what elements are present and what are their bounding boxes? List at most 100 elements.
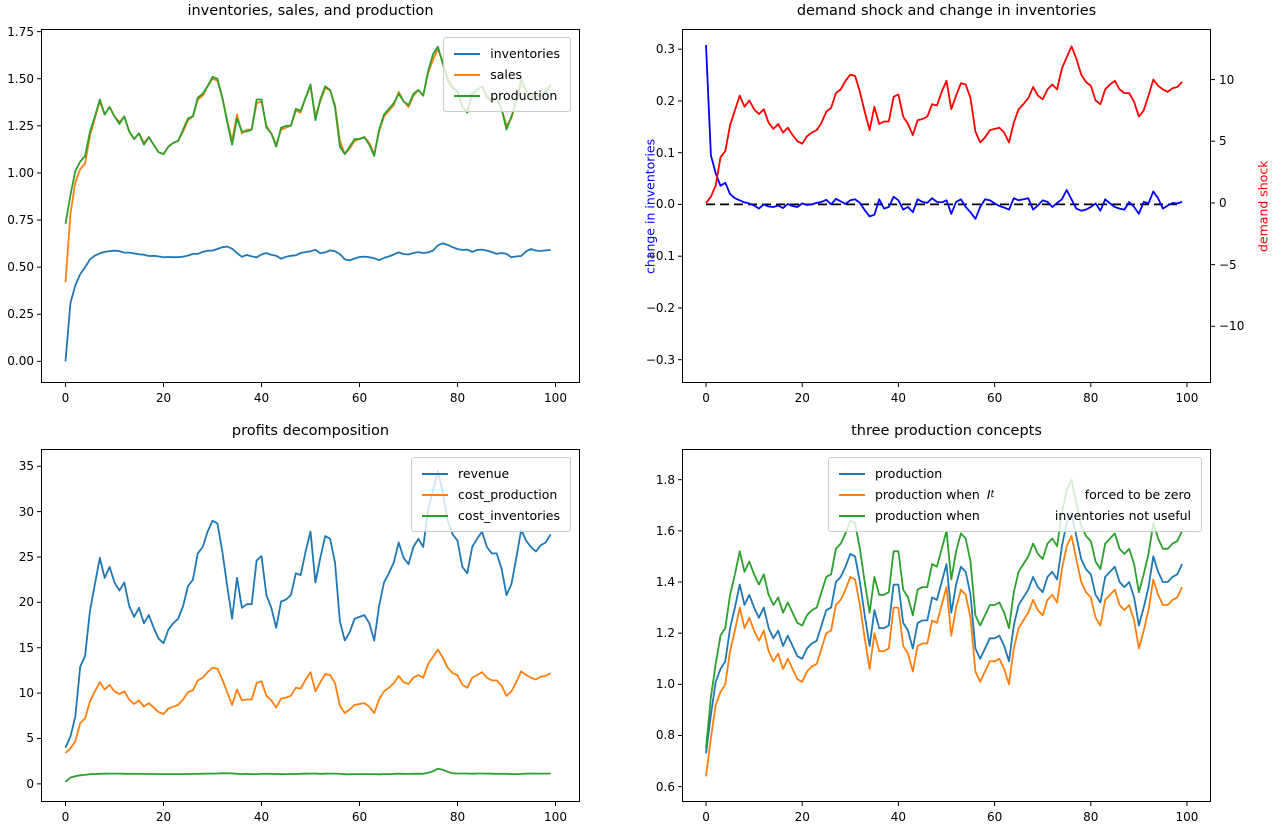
x-tick-label: 20 — [794, 391, 810, 405]
x-tick-label: 60 — [351, 810, 368, 824]
series-production-line — [705, 512, 1183, 754]
x-tick-label: 0 — [702, 810, 710, 824]
subplot-profits-decomposition: profits decomposition revenue cost_produc… — [19, 423, 580, 824]
legend-label: inventories — [490, 46, 560, 61]
plot-title: profits decomposition — [231, 423, 390, 439]
plot-title: inventories, sales, and production — [187, 3, 434, 19]
legend-item-cost-production: cost_production — [422, 484, 560, 505]
x-tick-label: 0 — [61, 391, 70, 405]
x-tick-label: 80 — [449, 391, 466, 405]
x-tick-label: 100 — [1175, 391, 1199, 405]
math-subscript: t — [990, 489, 995, 500]
legend-item-sales: sales — [454, 64, 560, 85]
y-tick-label: 0.50 — [7, 260, 34, 275]
y-tick-label: 0.8 — [655, 728, 675, 743]
x-tick-label: 20 — [794, 810, 810, 824]
legend-line-sample — [422, 472, 449, 475]
y-tick-label: 0.0 — [655, 197, 675, 212]
plot-title: demand shock and change in inventories — [796, 3, 1097, 19]
legend-line-sample — [454, 73, 481, 76]
y-right-tick-label: 10 — [1219, 72, 1235, 87]
x-tick-label: 80 — [1083, 391, 1099, 405]
y-tick-label: 1.50 — [7, 71, 34, 86]
x-tick-label: 100 — [544, 391, 567, 405]
legend-item-revenue: revenue — [422, 463, 560, 484]
x-tick-label: 60 — [986, 391, 1003, 405]
y-tick-label: 0.1 — [655, 145, 675, 160]
y-tick-label: 25 — [18, 549, 34, 564]
legend-line-sample — [454, 94, 481, 97]
y-tick-label: 1.8 — [655, 472, 675, 487]
y-tick-label: −0.3 — [645, 352, 675, 367]
x-tick-label: 60 — [351, 391, 368, 405]
legend-label: revenue — [458, 466, 510, 481]
plot-area — [37, 449, 580, 806]
y-right-tick-label: 5 — [1219, 134, 1227, 149]
legend-label-right: forced to be zero — [1084, 487, 1191, 502]
y-tick-label: 0.25 — [7, 307, 34, 322]
series-production-when-inventories-not-useful-line — [705, 478, 1183, 749]
y-tick-label: 1.25 — [7, 118, 34, 133]
legend-label: sales — [490, 67, 523, 82]
y-tick-label: 0.2 — [655, 93, 675, 108]
x-tick-label: 40 — [253, 391, 270, 405]
legend-line-sample — [839, 514, 865, 517]
x-tick-label: 40 — [890, 810, 907, 824]
y-tick-label: 30 — [18, 504, 34, 519]
plot-area — [678, 29, 1215, 387]
x-tick-label: 20 — [155, 391, 172, 405]
legend-item-cost-inventories: cost_inventories — [422, 505, 560, 526]
y-tick-label: 35 — [18, 459, 34, 474]
legend-label-right: inventories not useful — [1054, 508, 1191, 523]
x-tick-label: 0 — [61, 810, 70, 824]
legend-item-production-when: production when inventories not useful — [839, 505, 1191, 526]
y-tick-label: 15 — [18, 640, 34, 655]
y-tick-label: 0.75 — [7, 213, 34, 228]
x-tick-label: 100 — [1175, 810, 1199, 824]
series-demand-shock-line — [705, 45, 1183, 204]
y-tick-label: 1.75 — [7, 24, 34, 39]
legend-line-sample — [839, 472, 865, 475]
y-tick-label: 10 — [18, 686, 34, 701]
legend-label: production — [875, 466, 943, 481]
axes-spines — [682, 449, 1211, 802]
legend-label: production when — [875, 487, 980, 502]
legend-line-sample — [422, 493, 449, 496]
axes-spines — [41, 449, 580, 802]
x-tick-label: 40 — [253, 810, 270, 824]
y-tick-label: 0.00 — [7, 354, 34, 369]
y-tick-label: 1.6 — [655, 523, 675, 538]
legend: revenue cost_production cost_inventories — [411, 457, 571, 532]
plot-title: three production concepts — [851, 423, 1042, 439]
legend-line-sample — [839, 493, 865, 496]
y-tick-label: −0.1 — [645, 249, 675, 264]
x-tick-label: 100 — [544, 810, 567, 824]
x-tick-label: 60 — [986, 810, 1003, 824]
legend-label: cost_inventories — [458, 508, 560, 523]
series-cost-inventories-line — [64, 767, 551, 783]
y-tick-label: 0.3 — [655, 42, 675, 57]
legend-item-production: production — [454, 85, 560, 106]
legend: inventories sales production — [443, 37, 571, 112]
series-change-in-inventories-line — [705, 44, 1183, 220]
legend-item-inventories: inventories — [454, 43, 560, 64]
plot-area — [678, 449, 1211, 806]
subplot-inventories-sales-production: inventories, sales, and production inven… — [7, 3, 580, 405]
series-inventories-line — [64, 242, 551, 362]
series-production-when-inventories-forced-to-zero-line — [705, 535, 1183, 777]
y-tick-label: 20 — [18, 595, 34, 610]
x-tick-label: 80 — [449, 810, 466, 824]
y-tick-label: 1.0 — [655, 677, 675, 692]
y-tick-label: 5 — [26, 731, 34, 746]
y-tick-label: 1.2 — [655, 626, 675, 641]
legend-label: production when — [875, 508, 980, 523]
subplot-demand-shock-change-in-inventories: demand shock and change in inventories c… — [643, 3, 1271, 405]
series-cost-production-line — [64, 648, 552, 754]
legend-label: cost_production — [458, 487, 558, 502]
x-tick-label: 40 — [890, 391, 907, 405]
y-tick-label: 0.6 — [655, 779, 675, 794]
axes-spines — [41, 29, 580, 383]
